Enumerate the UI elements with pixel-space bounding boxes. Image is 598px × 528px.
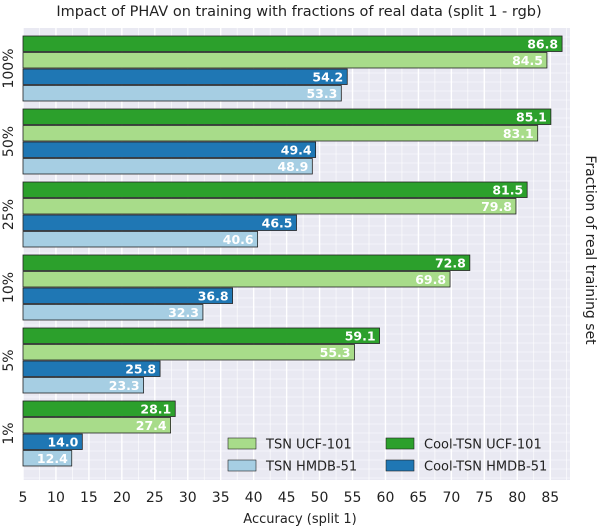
bar-value-label: 53.3 bbox=[306, 86, 337, 101]
bar-value-label: 69.8 bbox=[415, 272, 446, 287]
x-tick-label: 75 bbox=[475, 490, 493, 506]
bar-value-label: 36.8 bbox=[198, 288, 229, 303]
bar bbox=[22, 158, 313, 175]
x-axis-label: Accuracy (split 1) bbox=[243, 512, 356, 527]
x-tick-label: 60 bbox=[377, 490, 395, 506]
bar-labels: 86.8 84.5 54.2 53.3 85.1 83.1 49.4 48.9 81.5 79.8… bbox=[37, 36, 558, 466]
x-tick-label: 15 bbox=[80, 490, 98, 506]
bar bbox=[22, 377, 145, 394]
bar-value-label: 49.4 bbox=[281, 142, 312, 157]
y-tick-label: 25% bbox=[1, 199, 17, 230]
bar-value-label: 46.5 bbox=[262, 215, 293, 230]
legend-label: Cool-TSN UCF-101 bbox=[424, 438, 542, 453]
bar-value-label: 40.6 bbox=[223, 232, 254, 247]
legend-swatch bbox=[227, 437, 257, 450]
bar-value-label: 48.9 bbox=[277, 159, 308, 174]
bar bbox=[22, 417, 172, 434]
x-tick-label: 40 bbox=[245, 490, 263, 506]
bar-value-label: 23.3 bbox=[109, 378, 140, 393]
bar-value-label: 14.0 bbox=[47, 434, 78, 449]
bar bbox=[22, 360, 161, 377]
bar bbox=[22, 125, 539, 142]
bar bbox=[22, 254, 471, 271]
bar bbox=[22, 35, 563, 52]
bar bbox=[22, 108, 552, 125]
bar-value-label: 86.8 bbox=[527, 36, 558, 51]
x-tick-label: 70 bbox=[442, 490, 460, 506]
bar-value-label: 12.4 bbox=[37, 451, 68, 466]
bar-value-label: 59.1 bbox=[345, 328, 376, 343]
bar bbox=[22, 433, 83, 450]
x-tick-label: 10 bbox=[47, 490, 65, 506]
x-tick-label: 45 bbox=[278, 490, 296, 506]
chart-title: Impact of PHAV on training with fraction… bbox=[56, 4, 541, 20]
bar-value-label: 72.8 bbox=[435, 255, 466, 270]
bar-value-label: 85.1 bbox=[516, 109, 547, 124]
x-tick-label: 20 bbox=[113, 490, 131, 506]
bar bbox=[22, 214, 297, 231]
bar bbox=[22, 450, 73, 467]
bar bbox=[22, 181, 528, 198]
x-tick-label: 80 bbox=[508, 490, 526, 506]
x-tick-label: 50 bbox=[311, 490, 329, 506]
x-tick-label: 65 bbox=[410, 490, 428, 506]
bar bbox=[22, 344, 355, 361]
bar bbox=[22, 400, 176, 417]
legend-swatch bbox=[385, 437, 415, 450]
y-tick-label: 100% bbox=[1, 48, 17, 88]
x-axis-ticks: 5 10 15 20 25 30 35 40 45 50 55 60 65 70 75 80 85 bbox=[19, 490, 560, 506]
bar bbox=[22, 68, 348, 85]
legend-swatch bbox=[385, 459, 415, 472]
bar-value-label: 27.4 bbox=[136, 418, 167, 433]
legend: TSN UCF-101 Cool-TSN UCF-101 TSN HMDB-51 Co… bbox=[227, 437, 547, 475]
bar bbox=[22, 304, 204, 321]
y-tick-label: 10% bbox=[1, 272, 17, 303]
legend-label: Cool-TSN HMDB-51 bbox=[424, 460, 547, 475]
y-tick-label: 50% bbox=[1, 126, 17, 157]
bar bbox=[22, 85, 342, 102]
bar-value-label: 28.1 bbox=[140, 401, 171, 416]
bar-value-label: 55.3 bbox=[320, 345, 351, 360]
bar-value-label: 83.1 bbox=[503, 126, 534, 141]
bar bbox=[22, 231, 259, 248]
bars bbox=[22, 35, 563, 467]
bar bbox=[22, 198, 517, 215]
bar bbox=[22, 141, 317, 158]
legend-label: TSN HMDB-51 bbox=[265, 460, 357, 475]
legend-label: TSN UCF-101 bbox=[265, 438, 352, 453]
bar-value-label: 84.5 bbox=[512, 53, 543, 68]
bar bbox=[22, 327, 380, 344]
bar-value-label: 79.8 bbox=[481, 199, 512, 214]
x-tick-label: 25 bbox=[146, 490, 164, 506]
x-tick-label: 30 bbox=[179, 490, 197, 506]
y-axis-ticks: 100% 50% 25% 10% 5% 1% bbox=[1, 48, 17, 444]
y-tick-label: 5% bbox=[1, 349, 17, 371]
bar bbox=[22, 287, 233, 304]
bar-value-label: 81.5 bbox=[492, 182, 523, 197]
x-tick-label: 35 bbox=[212, 490, 230, 506]
legend-swatch bbox=[227, 459, 257, 472]
bar-value-label: 54.2 bbox=[312, 69, 343, 84]
bar-value-label: 32.3 bbox=[168, 305, 199, 320]
x-tick-label: 5 bbox=[19, 490, 28, 506]
x-tick-label: 85 bbox=[541, 490, 559, 506]
y-axis-label: Fraction of real training set bbox=[582, 155, 598, 345]
y-tick-label: 1% bbox=[1, 422, 17, 444]
bar bbox=[22, 271, 451, 288]
bar-value-label: 25.8 bbox=[125, 361, 156, 376]
bar bbox=[22, 52, 548, 69]
x-tick-label: 55 bbox=[344, 490, 362, 506]
